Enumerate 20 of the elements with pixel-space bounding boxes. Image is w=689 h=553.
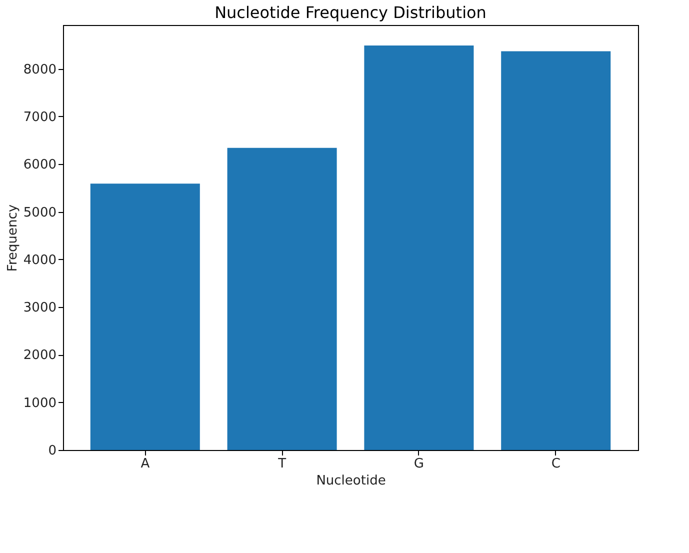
y-tick-label: 7000 [23, 110, 56, 125]
y-tick-label: 8000 [23, 62, 56, 78]
x-axis-title: Nucleotide [316, 474, 386, 488]
bar [90, 184, 200, 450]
x-tick-label: G [414, 456, 424, 472]
x-tick-label: A [140, 456, 150, 472]
bar [227, 148, 337, 450]
chart-title: Nucleotide Frequency Distribution [214, 3, 486, 22]
y-axis-title: Frequency [5, 204, 20, 272]
y-tick-label: 4000 [23, 252, 56, 268]
x-tick-label: T [277, 456, 286, 472]
bar [364, 45, 474, 450]
y-tick-label: 5000 [23, 205, 56, 220]
y-tick-label: 2000 [23, 348, 56, 364]
x-tick-label: C [551, 456, 560, 472]
y-tick-label: 0 [48, 444, 56, 458]
y-tick-label: 3000 [23, 300, 56, 316]
bar [501, 51, 611, 450]
y-tick-label: 6000 [23, 158, 56, 173]
y-tick-label: 1000 [23, 396, 56, 411]
